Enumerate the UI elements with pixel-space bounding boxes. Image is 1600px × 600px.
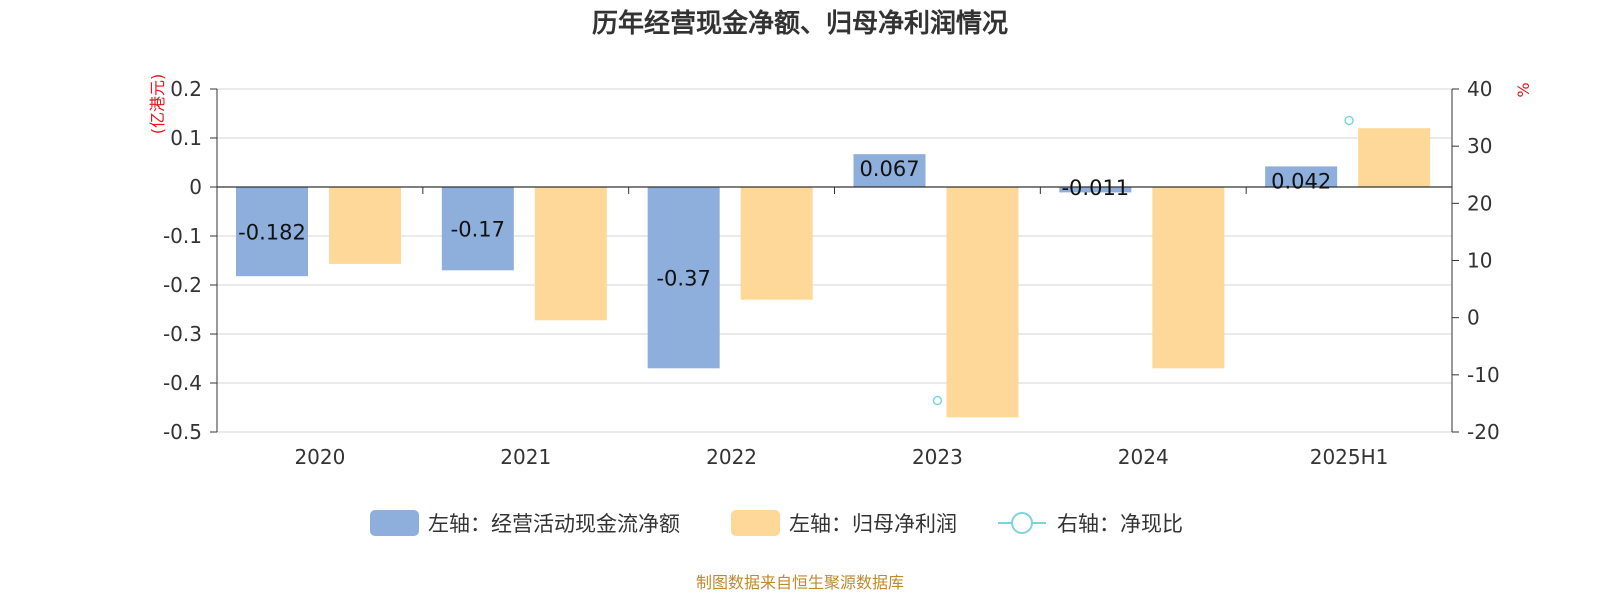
cash-flow-bar	[853, 154, 926, 187]
left-tick-label: -0.2	[163, 273, 202, 297]
axes: 0.2 0.1 0 -0.1 -0.2 -0.3 -0.4 -0.5 40 30 20 10 0 -10 -…	[163, 77, 1500, 469]
x-tick-label: 2022	[706, 445, 757, 469]
net-profit-bar	[329, 187, 401, 264]
left-tick-label: 0.1	[170, 126, 202, 150]
cash-flow-bar	[236, 187, 308, 277]
legend-cash-flow-label: 左轴：经营活动现金流净额	[428, 512, 680, 536]
legend-ratio-label: 右轴：净现比	[1057, 512, 1183, 536]
legend-net-profit-label: 左轴：归母净利润	[789, 512, 957, 536]
left-tick-label: 0	[189, 175, 202, 199]
cash-flow-data-label: -0.37	[656, 267, 710, 291]
net-profit-bar	[1152, 187, 1225, 369]
left-tick-label: -0.1	[163, 224, 202, 248]
left-tick-label: -0.3	[163, 322, 202, 346]
legend-ratio-marker	[1011, 512, 1033, 534]
net-profit-bar	[740, 187, 813, 300]
cash-flow-data-label: -0.182	[238, 221, 306, 245]
cash-flow-bar	[1265, 166, 1338, 187]
x-tick-label: 2023	[912, 445, 963, 469]
right-tick-label: 40	[1467, 77, 1492, 101]
cash-flow-bar	[441, 187, 514, 271]
legend-net-profit-swatch	[731, 510, 780, 536]
cash-flow-data-label: 0.042	[1271, 169, 1331, 193]
cash-flow-data-label: 0.067	[859, 157, 919, 181]
cash-flow-data-label: -0.17	[451, 218, 505, 242]
right-tick-label: 30	[1467, 134, 1492, 158]
left-tick-label: -0.5	[163, 420, 202, 444]
chart-title: 历年经营现金净额、归母净利润情况	[592, 8, 1008, 39]
legend-cash-flow-swatch	[370, 510, 419, 536]
right-tick-label: 0	[1467, 306, 1480, 330]
source-note: 制图数据来自恒生聚源数据库	[696, 573, 904, 592]
net-profit-bar	[946, 187, 1019, 418]
left-tick-label: -0.4	[163, 371, 202, 395]
x-tick-label: 2024	[1118, 445, 1169, 469]
cash-flow-data-label: -0.011	[1061, 176, 1129, 200]
data-labels: -0.182 -0.17 -0.37 0.067 -0.011 0.042	[238, 157, 1331, 290]
right-tick-label: -10	[1467, 363, 1500, 387]
net-profit-bar	[1358, 128, 1431, 187]
net-cash-ratio-point	[1344, 115, 1354, 126]
x-tick-label: 2021	[500, 445, 551, 469]
gridlines	[217, 88, 1452, 433]
cash-flow-bar	[1059, 187, 1132, 193]
left-axis-unit: (亿港元)	[148, 74, 167, 135]
net-cash-ratio-point	[932, 395, 943, 406]
right-axis-unit: %	[1514, 82, 1533, 97]
cash-flow-bar	[647, 187, 720, 369]
x-tick-label: 2020	[294, 445, 345, 469]
right-tick-label: 10	[1467, 249, 1492, 273]
bars	[236, 115, 1431, 418]
x-tick-label: 2025H1	[1310, 445, 1389, 469]
right-tick-label: -20	[1467, 420, 1500, 444]
right-tick-label: 20	[1467, 191, 1492, 215]
left-tick-label: 0.2	[170, 77, 202, 101]
legend: 左轴：经营活动现金流净额 左轴：归母净利润 右轴：净现比	[370, 510, 1183, 536]
net-profit-bar	[534, 187, 607, 321]
